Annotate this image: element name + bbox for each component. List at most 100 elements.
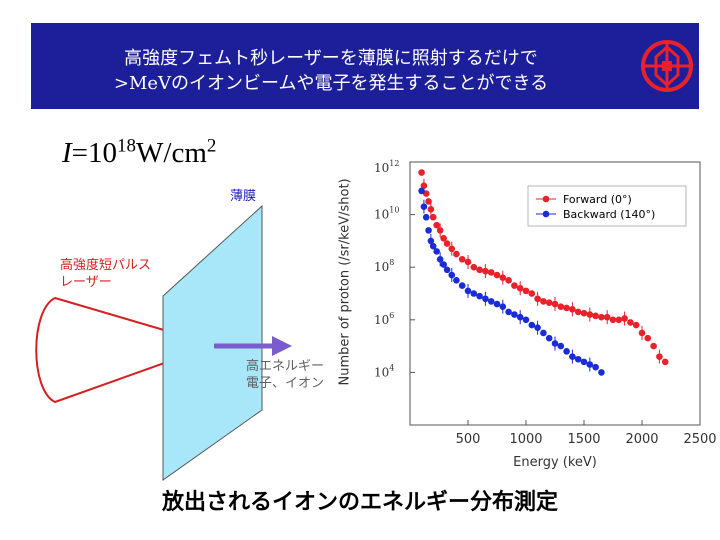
forward-point bbox=[433, 221, 440, 229]
laser-label-line1: 高強度短パルス bbox=[60, 258, 152, 273]
backward-point bbox=[422, 213, 430, 221]
forward-point bbox=[569, 305, 576, 313]
y-tick-label: 1012 bbox=[374, 159, 399, 175]
backward-point bbox=[557, 342, 565, 350]
backward-point bbox=[433, 248, 440, 255]
forward-point bbox=[603, 313, 611, 321]
backward-point bbox=[418, 187, 425, 195]
backward-point bbox=[493, 300, 501, 308]
backward-point bbox=[482, 295, 489, 303]
forward-point bbox=[420, 182, 428, 189]
backward-point bbox=[458, 282, 466, 289]
forward-point bbox=[632, 321, 640, 329]
forward-point bbox=[545, 299, 553, 307]
backward-point bbox=[436, 256, 444, 263]
legend-marker bbox=[542, 195, 550, 203]
forward-point bbox=[425, 198, 432, 205]
particle-beam-arrowhead bbox=[272, 336, 292, 356]
forward-point bbox=[627, 319, 634, 326]
y-tick-label: 108 bbox=[374, 258, 394, 274]
forward-point bbox=[436, 227, 444, 234]
laser-label-line2: レーザー bbox=[60, 275, 112, 290]
forward-point bbox=[516, 284, 524, 292]
forward-point bbox=[557, 303, 565, 310]
intensity-symbol: I bbox=[62, 137, 72, 169]
forward-point bbox=[592, 312, 599, 320]
laser-beam bbox=[35, 296, 219, 404]
forward-point bbox=[528, 290, 536, 297]
title-line-1: 高強度フェムト秒レーザーを薄膜に照射するだけで bbox=[124, 48, 538, 69]
x-tick-label: 2000 bbox=[625, 432, 658, 447]
plot-frame bbox=[409, 161, 701, 426]
output-label-line1: 高エネルギー bbox=[246, 359, 325, 374]
backward-point bbox=[505, 308, 512, 316]
backward-point bbox=[569, 353, 576, 360]
backward-point bbox=[545, 334, 553, 342]
forward-point bbox=[621, 315, 628, 322]
forward-point bbox=[650, 342, 657, 350]
forward-point bbox=[598, 313, 605, 321]
legend-box bbox=[527, 185, 687, 227]
backward-point bbox=[448, 271, 456, 279]
intensity-unit: W/cm bbox=[136, 137, 207, 169]
forward-point bbox=[638, 329, 646, 337]
forward-point bbox=[644, 334, 652, 342]
backward-point bbox=[580, 358, 588, 366]
backward-point bbox=[598, 369, 605, 376]
film-label: 薄膜 bbox=[230, 189, 257, 204]
backward-point bbox=[420, 203, 428, 211]
forward-point bbox=[615, 316, 623, 324]
intensity-unit-exponent: 2 bbox=[206, 135, 217, 157]
backward-point bbox=[499, 303, 507, 310]
backward-point bbox=[511, 311, 518, 318]
backward-point bbox=[586, 361, 594, 368]
backward-point bbox=[487, 298, 495, 305]
forward-point bbox=[499, 274, 507, 282]
backward-point bbox=[427, 237, 435, 245]
backward-point bbox=[429, 242, 437, 250]
forward-point bbox=[476, 266, 483, 274]
backward-point bbox=[563, 348, 570, 355]
backward-point bbox=[476, 292, 483, 300]
forward-point bbox=[505, 277, 512, 284]
x-tick-label: 1000 bbox=[509, 432, 542, 447]
forward-point bbox=[534, 295, 541, 303]
intensity-formula: I=1018W/cm2 bbox=[62, 135, 217, 170]
forward-point bbox=[453, 250, 460, 258]
x-tick-label: 500 bbox=[456, 432, 481, 447]
forward-point bbox=[609, 316, 617, 324]
forward-point bbox=[482, 267, 489, 275]
backward-point bbox=[574, 355, 582, 363]
title-line-2: >MeVのイオンビームや電子を発生することができる bbox=[113, 73, 549, 94]
forward-point bbox=[511, 282, 518, 289]
forward-point bbox=[493, 271, 501, 279]
forward-point bbox=[661, 358, 669, 366]
backward-point bbox=[522, 316, 530, 324]
backward-point bbox=[453, 277, 460, 284]
forward-point bbox=[656, 353, 663, 360]
intensity-equals: =10 bbox=[71, 137, 118, 169]
intensity-exponent: 18 bbox=[117, 135, 137, 157]
institute-logo-icon bbox=[641, 40, 693, 92]
forward-point bbox=[427, 206, 435, 213]
forward-point bbox=[586, 311, 594, 318]
x-tick-label: 2500 bbox=[683, 432, 716, 447]
forward-point bbox=[563, 304, 570, 312]
forward-point bbox=[440, 234, 447, 242]
y-tick-label: 106 bbox=[374, 311, 394, 327]
output-label-line2: 電子、イオン bbox=[246, 376, 325, 391]
forward-point bbox=[522, 287, 530, 295]
backward-point bbox=[534, 324, 541, 331]
y-tick-label: 1010 bbox=[374, 206, 399, 222]
legend-label: Forward (0°) bbox=[563, 193, 632, 206]
forward-point bbox=[470, 263, 478, 271]
forward-point bbox=[443, 240, 451, 247]
x-tick-label: 1500 bbox=[567, 432, 600, 447]
forward-point bbox=[540, 298, 547, 305]
backward-point bbox=[443, 266, 451, 274]
thin-film bbox=[162, 204, 263, 481]
backward-point bbox=[516, 313, 524, 321]
forward-point bbox=[464, 258, 472, 266]
forward-point bbox=[487, 269, 495, 276]
